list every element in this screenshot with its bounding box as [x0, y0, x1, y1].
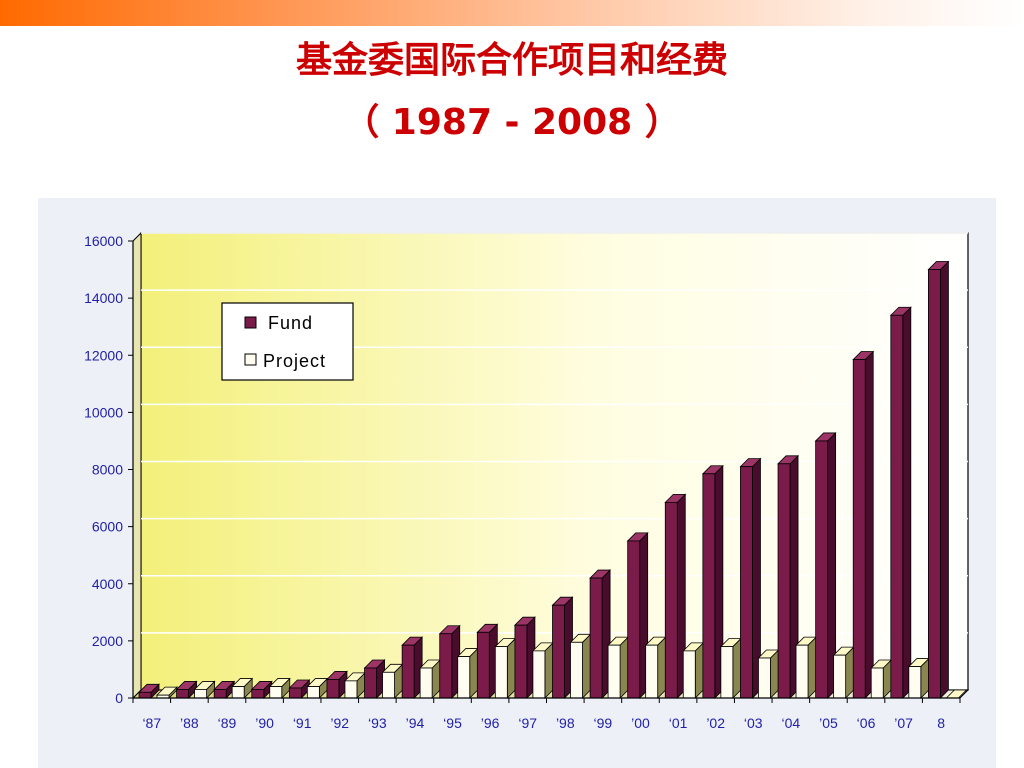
x-tick-label: ‘93	[368, 715, 387, 731]
fund-bar	[664, 493, 687, 699]
x-tick-label: ‘91	[293, 715, 312, 731]
x-tick-label: ’00	[631, 715, 650, 731]
fund-bar	[438, 624, 461, 699]
project-bar	[306, 677, 329, 699]
project-bar	[569, 633, 592, 699]
fund-bar	[814, 431, 837, 699]
fund-bar	[889, 306, 912, 699]
x-tick-label: ‘97	[518, 715, 537, 731]
fund-bar	[551, 596, 574, 699]
plot-side-wall	[132, 231, 142, 700]
chart-panel: 0 2000 4000 6000 8000 10000 12000 14000 16000 ‘87…	[38, 198, 996, 768]
project-bar	[494, 637, 517, 699]
x-tick-label: ’02	[706, 715, 725, 731]
x-tick-label: ‘01	[669, 715, 688, 731]
x-tick-label: ‘03	[744, 715, 763, 731]
fund-bar	[213, 680, 236, 699]
fund-bar	[739, 457, 762, 699]
legend-fund-label: Fund	[268, 313, 313, 333]
x-tick-label: ‘99	[594, 715, 613, 731]
x-tick-label: ’96	[481, 715, 500, 731]
x-tick-label: ’98	[556, 715, 575, 731]
project-bar	[531, 641, 554, 699]
fund-bar	[138, 683, 160, 699]
header-gradient-bar	[0, 0, 1024, 26]
bar-chart: 0 2000 4000 6000 8000 10000 12000 14000 16000 ‘87…	[84, 231, 970, 731]
project-bar	[870, 659, 893, 699]
fund-bar	[363, 659, 386, 699]
project-bar	[757, 649, 780, 699]
fund-bar	[288, 679, 311, 699]
x-tick-label: 8	[937, 715, 945, 731]
fund-bar	[589, 569, 612, 699]
y-tick-label: 14000	[84, 290, 123, 306]
legend-project-label: Project	[263, 351, 326, 371]
x-tick-label: ’92	[330, 715, 349, 731]
project-bar	[832, 646, 855, 699]
x-tick-label: ‘95	[443, 715, 462, 731]
fund-bar	[626, 531, 649, 699]
fund-bar	[513, 616, 536, 699]
slide-subtitle: （ 1987 - 2008 ）	[343, 102, 681, 143]
legend-fund-swatch	[244, 316, 257, 329]
x-tick-label: ’05	[819, 715, 838, 731]
y-tick-label: 16000	[84, 233, 123, 249]
y-tick-label: 12000	[84, 347, 123, 363]
project-bar	[907, 657, 930, 699]
fund-bar	[927, 260, 950, 699]
x-tick-label: ’90	[255, 715, 274, 731]
y-tick-label: 2000	[92, 633, 123, 649]
x-tick-label: ’94	[406, 715, 425, 731]
project-bar	[644, 636, 667, 699]
project-bar	[419, 659, 442, 699]
project-bar	[607, 636, 630, 699]
project-bar	[682, 641, 705, 699]
fund-bar	[476, 623, 499, 699]
x-tick-label: ‘04	[781, 715, 800, 731]
fund-bar	[777, 454, 800, 699]
project-bar	[231, 677, 254, 699]
slide-title: 基金委国际合作项目和经费	[295, 40, 728, 81]
legend-project-swatch	[244, 353, 257, 366]
y-tick-label: 8000	[92, 462, 123, 478]
fund-bar	[250, 680, 273, 699]
x-tick-label: ‘89	[218, 715, 237, 731]
y-tick-label: 6000	[92, 519, 123, 535]
project-bar	[795, 636, 818, 699]
project-bar	[193, 680, 216, 699]
project-bar	[456, 647, 479, 699]
x-tick-label: ‘87	[142, 715, 161, 731]
project-bar	[381, 663, 404, 699]
project-bar	[719, 637, 742, 699]
fund-bar	[852, 350, 875, 699]
fund-bar	[401, 636, 424, 699]
y-tick-label: 4000	[92, 576, 123, 592]
x-tick-label: ‘06	[857, 715, 876, 731]
y-tick-label: 0	[115, 690, 123, 706]
y-tick-label: 10000	[84, 404, 123, 420]
fund-bar	[175, 680, 198, 699]
x-tick-label: ’88	[180, 715, 199, 731]
legend: Fund Project	[221, 302, 354, 381]
x-tick-label: ’07	[894, 715, 913, 731]
fund-bar	[701, 464, 724, 699]
